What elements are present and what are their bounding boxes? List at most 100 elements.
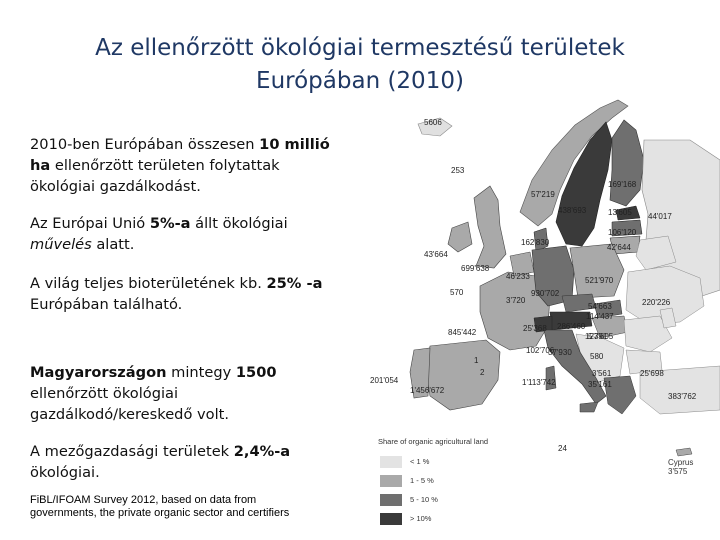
paragraph-1-run-2: állt ökológiai xyxy=(190,215,288,232)
map-value-label: 253 xyxy=(451,166,465,175)
source-note: FiBL/IFOAM Survey 2012, based on data fr… xyxy=(30,494,290,519)
map-slovakia xyxy=(593,299,623,319)
map-value-label: 42'644 xyxy=(607,243,631,252)
map-turkey xyxy=(639,365,720,415)
map-value-label: 286'460 xyxy=(557,322,586,331)
title-line-2: Európában (2010) xyxy=(256,68,464,94)
map-value-label: 25'368 xyxy=(523,324,547,333)
map-value-label: 44'017 xyxy=(648,212,672,221)
map-value-label: 106'120 xyxy=(608,228,637,237)
map-poland xyxy=(569,243,625,299)
legend-label: 1 - 5 % xyxy=(410,476,434,485)
map-moldova xyxy=(659,307,677,329)
map-sardinia xyxy=(545,365,557,391)
map-value-label: 2 xyxy=(480,368,485,377)
map-value-label: 57'219 xyxy=(531,190,555,199)
map-denmark xyxy=(533,227,549,253)
paragraph-4-run-2: ökológiai. xyxy=(30,464,100,481)
legend-swatch xyxy=(380,475,402,487)
map-uk xyxy=(473,185,507,269)
legend-title: Share of organic agricultural land xyxy=(378,437,489,446)
map-value-label: 570 xyxy=(450,288,464,297)
map-value-label: 102'706 xyxy=(526,346,555,355)
map-romania xyxy=(623,315,673,353)
map-value-label: 5606 xyxy=(424,118,442,127)
legend-label: 5 - 10 % xyxy=(410,495,438,504)
map-norway xyxy=(519,99,629,227)
map-value-label: 845'442 xyxy=(448,328,477,337)
paragraph-3-run-3: ellenőrzött ökológiai gazdálkodó/kereske… xyxy=(30,385,229,423)
legend-item: 1 - 5 % xyxy=(380,475,480,489)
map-value-label: 5'391 xyxy=(588,332,608,341)
paragraph-4-run-0: A mezőgazdasági területek xyxy=(30,443,234,460)
map-value-label: 1'456'672 xyxy=(410,386,445,395)
map-value-label: 201'054 xyxy=(370,376,399,385)
map-portugal xyxy=(409,347,431,399)
map-value-label: 438'693 xyxy=(558,206,587,215)
map-ukraine xyxy=(625,265,705,325)
legend-label: < 1 % xyxy=(410,457,430,466)
paragraph-hungary-farmers: Magyarországon mintegy 1500 ellenőrzött … xyxy=(30,362,330,425)
paragraph-world-share: A világ teljes bioterületének kb. 25% -a… xyxy=(30,273,330,315)
map-value-label: 114'437 xyxy=(586,312,614,321)
map-value-label: 37'930 xyxy=(548,348,572,357)
map-sweden xyxy=(555,121,613,247)
map-value-label: 699'638 xyxy=(461,264,490,273)
map-value-label: 25'698 xyxy=(640,369,664,378)
paragraph-0-run-0: 2010-ben Európában összesen xyxy=(30,136,260,153)
paragraph-0-run-1: 10 millió ha xyxy=(30,136,330,174)
map-value-label: 43'664 xyxy=(424,250,448,259)
map-value-label: 24 xyxy=(558,444,567,453)
cyprus-label: Cyprus 3'575 xyxy=(668,458,693,476)
paragraph-4-run-1: 2,4%-a xyxy=(233,443,291,460)
paragraph-1-run-0: Az Európai Unió xyxy=(30,215,150,232)
legend-swatch xyxy=(380,456,402,468)
map-ireland xyxy=(447,221,473,253)
map-bulgaria xyxy=(625,349,663,375)
paragraph-0-run-2: ellenőrzött területen folytattak ökológi… xyxy=(30,157,280,195)
legend-item: < 1 % xyxy=(380,456,480,470)
legend-item: > 10% xyxy=(380,513,480,527)
legend-label: > 10% xyxy=(410,514,432,523)
map-latvia xyxy=(611,219,643,237)
title-line-1: Az ellenőrzött ökológiai termesztésű ter… xyxy=(95,35,625,61)
map-spain xyxy=(425,339,501,411)
map-belarus xyxy=(635,235,677,271)
legend-swatch xyxy=(380,494,402,506)
map-value-label: 162'830 xyxy=(521,238,550,247)
map-value-label: 169'168 xyxy=(608,180,637,189)
legend-swatch xyxy=(380,513,402,525)
paragraph-3-run-0: Magyarországon xyxy=(30,364,167,381)
map-greece xyxy=(603,375,637,415)
map-value-label: 54'663 xyxy=(588,302,612,311)
map-value-label: 35'161 xyxy=(588,380,612,389)
map-value-label: 1 xyxy=(474,356,479,365)
paragraph-2-run-0: A világ teljes bioterületének kb. xyxy=(30,275,267,292)
map-value-label: 1'113'742 xyxy=(522,378,556,387)
paragraph-1-run-4: alatt. xyxy=(91,236,135,253)
paragraph-hungary-share: A mezőgazdasági területek 2,4%-a ökológi… xyxy=(30,441,330,483)
map-germany xyxy=(531,245,575,307)
paragraph-2-run-1: 25% -a xyxy=(266,275,323,292)
paragraph-3-run-1: mintegy xyxy=(166,364,236,381)
legend-item: 5 - 10 % xyxy=(380,494,480,508)
map-value-label: 3'720 xyxy=(506,296,526,305)
paragraph-total-area: 2010-ben Európában összesen 10 millió ha… xyxy=(30,134,330,197)
paragraph-eu-share: Az Európai Unió 5%-a állt ökológiai műve… xyxy=(30,213,330,255)
cyprus-name: Cyprus xyxy=(668,458,694,467)
map-value-label: 521'970 xyxy=(585,276,614,285)
map-sicily xyxy=(579,401,599,413)
paragraph-2-run-2: Európában található. xyxy=(30,296,183,313)
map-iceland xyxy=(417,117,453,137)
slide-title: Az ellenőrzött ökológiai termesztésű ter… xyxy=(0,32,720,98)
map-value-label: 580 xyxy=(590,352,604,361)
map-cyprus xyxy=(675,447,693,457)
map-italy xyxy=(543,329,607,405)
map-value-label: 127'605 xyxy=(585,332,614,341)
map-value-label: 220'226 xyxy=(642,298,671,307)
map-value-label: 930'702 xyxy=(531,289,560,298)
map-value-label: 46'233 xyxy=(506,272,530,281)
map-value-label: 3'561 xyxy=(592,369,612,378)
map-estonia xyxy=(615,205,641,221)
